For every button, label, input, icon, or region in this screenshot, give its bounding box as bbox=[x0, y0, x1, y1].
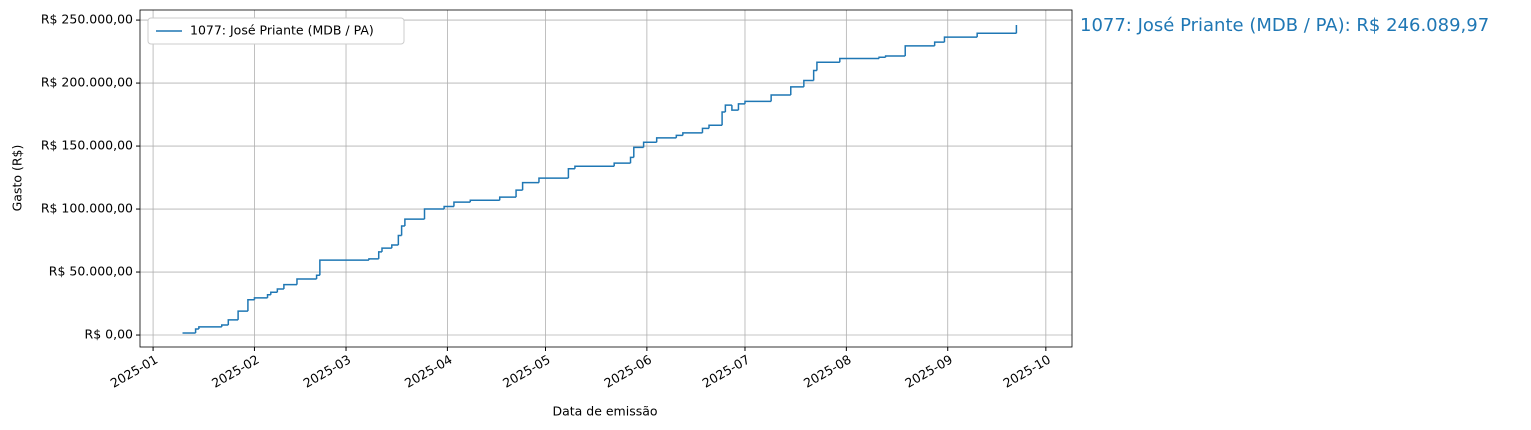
step-segment bbox=[701, 127, 710, 133]
step-segment bbox=[744, 100, 772, 104]
step-segment bbox=[315, 274, 320, 279]
x-tick-label: 2025-08 bbox=[801, 352, 854, 391]
step-segment bbox=[515, 189, 523, 198]
x-tick-label: 2025-02 bbox=[209, 352, 262, 391]
x-tick-label: 2025-07 bbox=[699, 352, 752, 391]
x-tick-label: 2025-01 bbox=[108, 352, 161, 391]
step-segment bbox=[884, 55, 906, 58]
step-segment bbox=[391, 244, 399, 249]
x-tick-label: 2025-04 bbox=[402, 352, 455, 391]
legend-label: 1077: José Priante (MDB / PA) bbox=[190, 23, 374, 38]
y-tick-label: R$ 250.000,00 bbox=[41, 12, 133, 27]
annotation: 1077: José Priante (MDB / PA): R$ 246.08… bbox=[1080, 15, 1489, 36]
step-segment bbox=[283, 283, 297, 290]
step-segment bbox=[404, 218, 425, 227]
step-segment bbox=[521, 181, 539, 191]
step-segment bbox=[816, 61, 840, 71]
step-segment bbox=[812, 69, 817, 81]
x-axis-label: Data de emissão bbox=[552, 404, 657, 419]
step-segment bbox=[443, 205, 454, 210]
step-segment bbox=[198, 326, 222, 329]
step-segment bbox=[538, 177, 569, 183]
plot-frame bbox=[139, 9, 1073, 348]
step-segment bbox=[708, 124, 723, 129]
x-tick-label: 2025-06 bbox=[601, 352, 654, 391]
y-tick-label: R$ 50.000,00 bbox=[49, 264, 133, 279]
step-segment bbox=[629, 156, 634, 164]
step-segment bbox=[567, 167, 575, 179]
step-segment bbox=[790, 86, 804, 96]
step-segment bbox=[839, 57, 880, 63]
step-segment bbox=[878, 56, 886, 59]
y-tick-label: R$ 100.000,00 bbox=[41, 201, 133, 216]
step-segment bbox=[933, 41, 945, 46]
step-segment bbox=[276, 288, 284, 293]
x-tick-label: 2025-05 bbox=[500, 352, 553, 391]
step-segment bbox=[227, 319, 239, 325]
step-segment bbox=[397, 234, 402, 245]
legend-box bbox=[147, 17, 405, 45]
step-segment bbox=[319, 259, 369, 276]
step-segment bbox=[770, 94, 791, 102]
step-segment bbox=[943, 36, 978, 43]
step-segment bbox=[976, 32, 1017, 38]
step-segment bbox=[270, 291, 278, 295]
step-segment bbox=[721, 111, 726, 126]
step-segment bbox=[498, 196, 517, 201]
step-segment bbox=[642, 141, 657, 148]
step-segment bbox=[731, 105, 739, 111]
step-segment bbox=[237, 310, 248, 320]
y-tick-label: R$ 150.000,00 bbox=[41, 138, 133, 153]
step-segment bbox=[655, 137, 677, 143]
step-segment bbox=[381, 247, 392, 252]
step-segment bbox=[724, 104, 732, 113]
step-segment bbox=[368, 258, 379, 261]
step-segment bbox=[266, 293, 271, 298]
step-segment bbox=[803, 79, 814, 87]
step-segment bbox=[613, 162, 631, 167]
step-segment bbox=[675, 134, 683, 138]
step-segment bbox=[737, 103, 745, 111]
y-tick-label: R$ 200.000,00 bbox=[41, 75, 133, 90]
x-tick-label: 2025-10 bbox=[1000, 352, 1053, 391]
step-segment bbox=[469, 199, 500, 203]
step-segment bbox=[194, 328, 199, 334]
step-segment bbox=[377, 251, 382, 259]
x-tick-label: 2025-09 bbox=[902, 352, 955, 391]
step-segment bbox=[296, 278, 317, 285]
step-segment bbox=[400, 225, 405, 236]
step-segment bbox=[247, 299, 255, 312]
y-axis-label: Gasto (R$) bbox=[10, 145, 25, 212]
step-segment bbox=[904, 45, 935, 56]
step-segment bbox=[253, 297, 268, 300]
step-segment bbox=[453, 201, 471, 207]
y-tick-label: R$ 0,00 bbox=[85, 327, 133, 342]
x-tick-label: 2025-03 bbox=[301, 352, 354, 391]
step-segment bbox=[682, 132, 703, 136]
step-segment bbox=[633, 146, 644, 158]
step-segment bbox=[423, 208, 445, 220]
step-segment bbox=[221, 324, 229, 327]
step-segment bbox=[574, 165, 615, 169]
